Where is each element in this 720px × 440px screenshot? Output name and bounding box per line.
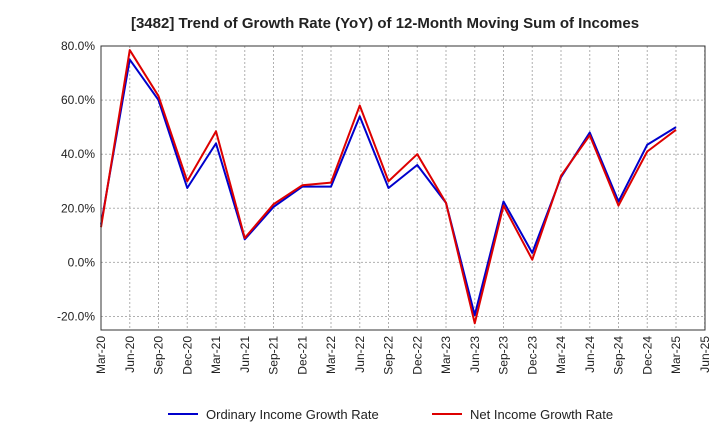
x-tick-label: Jun-25 — [698, 336, 712, 373]
series-lines — [100, 49, 677, 325]
x-tick-label: Mar-21 — [209, 336, 223, 374]
series-line-net-income — [100, 49, 677, 325]
y-tick-label: 20.0% — [61, 201, 95, 215]
x-tick-label: Sep-20 — [152, 336, 166, 375]
x-tick-label: Dec-21 — [295, 336, 309, 375]
y-tick-label: 60.0% — [61, 93, 95, 107]
x-tick-label: Mar-24 — [554, 336, 568, 374]
chart-title: [3482] Trend of Growth Rate (YoY) of 12-… — [131, 15, 639, 32]
x-tick-label: Jun-21 — [238, 336, 252, 373]
x-tick-label: Jun-23 — [468, 336, 482, 373]
x-tick-label: Dec-24 — [640, 336, 654, 375]
y-tick-label: -20.0% — [57, 309, 95, 323]
y-tick-label: 40.0% — [61, 147, 95, 161]
x-tick-label: Jun-22 — [353, 336, 367, 373]
x-tick-label: Sep-21 — [267, 336, 281, 375]
y-tick-label: 0.0% — [68, 255, 96, 269]
x-tick-label: Dec-23 — [525, 336, 539, 375]
legend-label: Ordinary Income Growth Rate — [206, 407, 379, 422]
plot-frame — [100, 45, 706, 331]
x-tick-label: Dec-20 — [180, 336, 194, 375]
x-tick-label: Sep-24 — [612, 336, 626, 375]
x-tick-label: Mar-25 — [669, 336, 683, 374]
x-tick-label: Dec-22 — [410, 336, 424, 375]
legend: Ordinary Income Growth Rate Net Income Gr… — [168, 407, 613, 422]
y-tick-label: 80.0% — [61, 39, 95, 53]
x-tick-label: Mar-22 — [324, 336, 338, 374]
x-tick-label: Sep-23 — [497, 336, 511, 375]
x-axis-ticks: Mar-20 Jun-20 Sep-20 Dec-20 Mar-21 Jun-21 Sep-… — [94, 336, 712, 375]
legend-label: Net Income Growth Rate — [470, 407, 613, 422]
x-tick-label: Sep-22 — [382, 336, 396, 375]
y-axis-ticks: 80.0% 60.0% 40.0% 20.0% 0.0% -20.0% — [57, 39, 95, 323]
x-tick-label: Mar-20 — [94, 336, 108, 374]
x-tick-label: Jun-20 — [123, 336, 137, 373]
x-tick-label: Mar-23 — [439, 336, 453, 374]
x-tick-label: Jun-24 — [583, 336, 597, 373]
grid-lines — [100, 45, 706, 330]
